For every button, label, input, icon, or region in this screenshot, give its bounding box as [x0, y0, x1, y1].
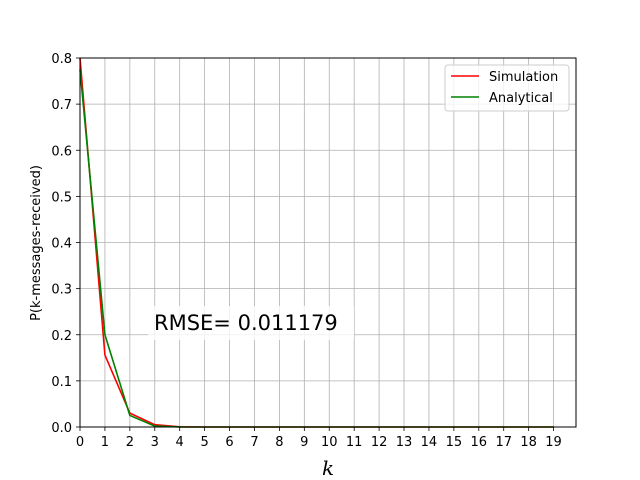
x-tick-label: 1 — [101, 435, 109, 450]
x-tick-label: 13 — [396, 435, 413, 450]
x-tick-label: 11 — [346, 435, 363, 450]
y-axis-ticks: 0.0 0.1 0.2 0.3 0.4 0.5 0.6 0.7 0.8 — [51, 52, 80, 436]
annotation-box — [148, 306, 354, 340]
rmse-annotation: RMSE= 0.011179 — [154, 311, 338, 335]
x-tick-label: 3 — [151, 435, 159, 450]
x-tick-label: 18 — [520, 435, 537, 450]
x-axis-ticks: 0 1 2 3 4 5 6 7 8 9 10 11 12 13 14 15 16 17 18 19 — [76, 427, 562, 450]
x-tick-label: 12 — [371, 435, 388, 450]
grid — [79, 57, 576, 428]
legend: Simulation Analytical — [444, 64, 570, 112]
x-tick-label: 9 — [300, 435, 308, 450]
legend-label-analytical: Analytical — [489, 91, 553, 106]
y-tick-label: 0.7 — [51, 98, 72, 113]
x-tick-label: 6 — [225, 435, 233, 450]
x-axis-label: k — [322, 456, 334, 480]
y-tick-label: 0.2 — [51, 329, 72, 344]
x-tick-label: 15 — [446, 435, 463, 450]
y-tick-label: 0.4 — [51, 237, 72, 252]
x-tick-label: 10 — [321, 435, 338, 450]
y-tick-label: 0.8 — [51, 52, 72, 67]
y-tick-label: 0.3 — [51, 283, 72, 298]
x-tick-label: 0 — [76, 435, 84, 450]
x-tick-label: 14 — [421, 435, 438, 450]
x-tick-label: 7 — [250, 435, 258, 450]
legend-label-simulation: Simulation — [489, 70, 558, 85]
x-tick-label: 2 — [126, 435, 134, 450]
x-tick-label: 5 — [200, 435, 208, 450]
y-tick-label: 0.0 — [51, 421, 72, 436]
x-tick-label: 8 — [275, 435, 283, 450]
x-tick-label: 17 — [495, 435, 512, 450]
y-axis-label: P(k-messages-received) — [29, 165, 44, 321]
y-tick-label: 0.5 — [51, 190, 72, 205]
y-tick-label: 0.1 — [51, 375, 72, 390]
x-tick-label: 16 — [471, 435, 488, 450]
x-tick-label: 19 — [545, 435, 562, 450]
y-tick-label: 0.6 — [51, 144, 72, 159]
x-tick-label: 4 — [176, 435, 184, 450]
